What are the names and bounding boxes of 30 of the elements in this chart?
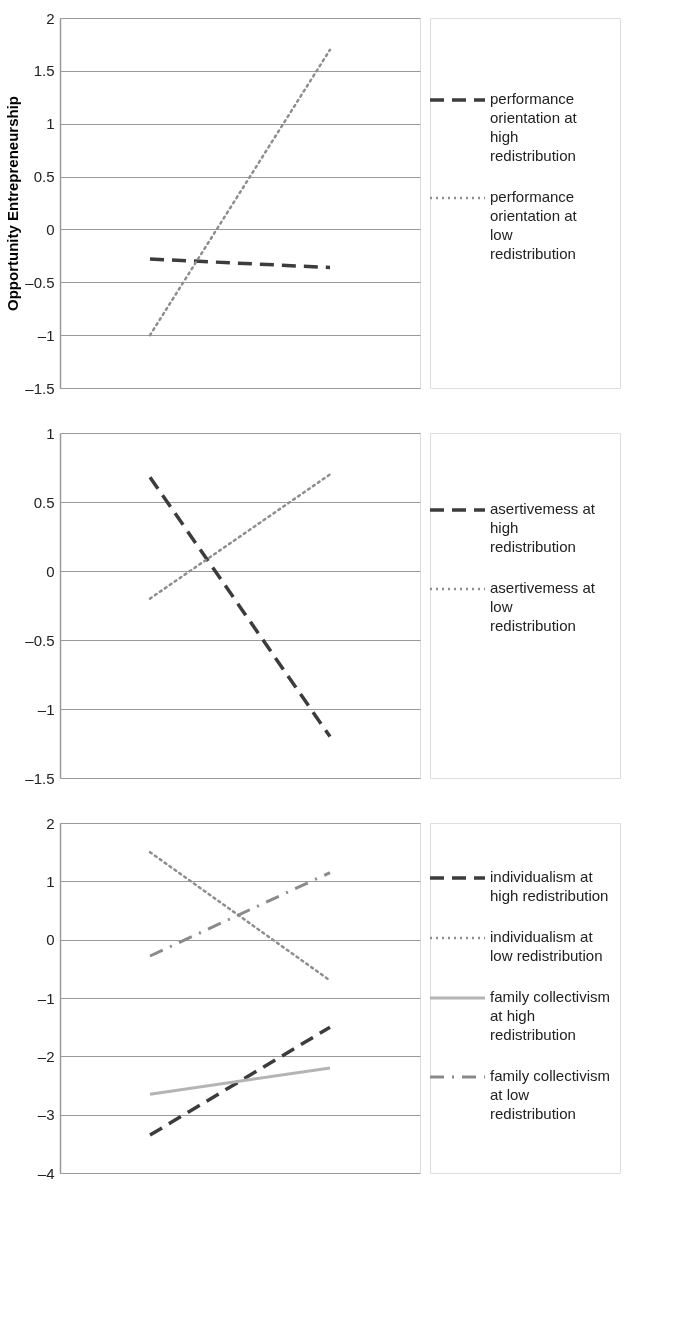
legend-label: asertivemess at low redistribution (490, 579, 596, 634)
y-tick-label: –0.5 (25, 273, 55, 291)
y-tick-label: –4 (37, 1164, 55, 1182)
y-tick-label: –0.5 (25, 631, 55, 649)
y-tick-label: 0 (46, 562, 55, 580)
y-tick-label: –1 (37, 700, 55, 718)
legend-label: individualism at high redistribution (490, 868, 609, 904)
y-tick-label: –1 (37, 989, 55, 1007)
y-tick-label: 0 (46, 220, 55, 238)
legend-label: family collectivism at low redistribution (490, 1067, 611, 1122)
legend-label: individualism at low redistribution (490, 928, 603, 964)
y-tick-label: 0.5 (33, 493, 55, 511)
y-tick-label: 0.5 (33, 168, 55, 186)
y-tick-label: 1 (46, 115, 55, 133)
legend-label: family collectivism at high redistribution (490, 988, 611, 1043)
y-tick-label: –1.5 (25, 769, 55, 787)
y-tick-label: 2 (46, 814, 55, 832)
y-tick-label: 2 (46, 9, 55, 27)
y-tick-label: –3 (37, 1106, 55, 1124)
y-tick-label: –2 (37, 1047, 55, 1065)
y-tick-label: –1.5 (25, 379, 55, 397)
legend-label: asertivemess at high redistribution (490, 500, 596, 555)
legend-label: performance orientation at low redistribution (490, 188, 578, 262)
y-axis-title: Opportunity Entrepreneurship (4, 95, 22, 312)
y-tick-label: 1.5 (33, 62, 55, 80)
y-tick-label: 1 (46, 424, 55, 442)
y-tick-label: 0 (46, 931, 55, 949)
legend-label: performance orientation at high redistribution (490, 90, 578, 164)
y-tick-label: 1 (46, 872, 55, 890)
y-tick-label: –1 (37, 326, 55, 344)
